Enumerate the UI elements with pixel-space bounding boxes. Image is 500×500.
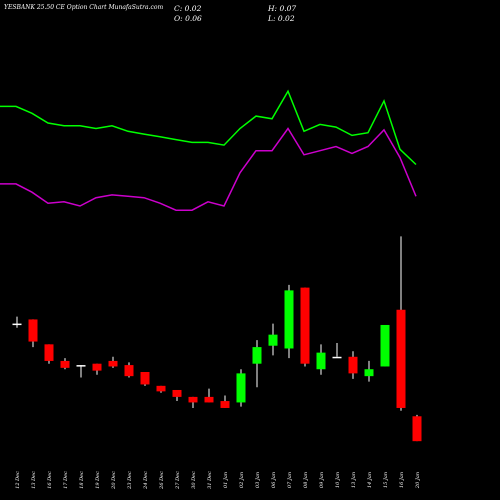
candle-body xyxy=(364,369,374,377)
candle-body xyxy=(252,347,262,364)
candle-body xyxy=(348,356,358,374)
candle-body xyxy=(396,309,406,408)
x-tick-label: 30 Dec xyxy=(191,471,197,489)
overlay-line-1 xyxy=(0,89,417,166)
x-tick-label: 19 Dec xyxy=(95,471,101,489)
candle-body xyxy=(236,373,246,403)
low-readout: L: 0.02 xyxy=(268,14,295,23)
close-value: 0.02 xyxy=(184,4,202,13)
candle-body xyxy=(12,323,22,326)
x-tick-label: 18 Dec xyxy=(79,471,85,489)
x-tick-label: 01 Jan xyxy=(223,472,229,488)
high-value: 0.07 xyxy=(279,4,297,13)
x-tick-label: 23 Dec xyxy=(127,471,133,490)
x-tick-label: 13 Jan xyxy=(351,472,357,488)
candle-body xyxy=(44,344,54,361)
x-tick-label: 06 Jan xyxy=(271,472,277,488)
candle-body xyxy=(268,334,278,346)
low-value: 0.02 xyxy=(277,14,295,23)
x-tick-label: 08 Jan xyxy=(303,472,309,488)
x-tick-label: 17 Dec xyxy=(63,471,69,489)
x-tick-label: 16 Jan xyxy=(399,472,405,488)
chart-title: YESBANK 25.50 CE Option Chart MunafaSutr… xyxy=(4,4,164,11)
open-value: 0.06 xyxy=(185,14,202,23)
candle-body xyxy=(300,287,310,364)
x-tick-label: 20 Jan xyxy=(415,472,421,489)
candle-body xyxy=(156,385,166,392)
high-readout: H: 0.07 xyxy=(268,4,297,13)
x-tick-label: 09 Jan xyxy=(319,472,325,488)
x-tick-label: 27 Dec xyxy=(175,471,181,490)
overlay-line-2 xyxy=(0,127,417,211)
candle-body xyxy=(28,319,38,342)
x-tick-label: 16 Dec xyxy=(47,471,53,489)
candle-body xyxy=(76,365,86,367)
x-tick-label: 13 Dec xyxy=(31,471,37,489)
candle-body xyxy=(332,356,342,359)
candle-body xyxy=(204,396,214,403)
candle-body xyxy=(412,416,422,442)
candle-body xyxy=(380,324,390,367)
close-readout: C: 0.02 xyxy=(174,4,202,13)
candle-body xyxy=(316,352,326,370)
x-tick-label: 20 Dec xyxy=(111,471,117,490)
candle-body xyxy=(284,290,294,349)
candle-body xyxy=(124,365,134,377)
candle-body xyxy=(92,363,102,371)
x-tick-label: 14 Jan xyxy=(367,472,373,488)
candle-body xyxy=(60,360,70,368)
x-tick-label: 26 Dec xyxy=(159,471,165,490)
candle-body xyxy=(108,360,118,367)
x-tick-label: 31 Dec xyxy=(207,471,213,489)
x-tick-label: 07 Jan xyxy=(287,472,293,488)
x-tick-label: 24 Dec xyxy=(143,471,149,490)
x-tick-label: 12 Dec xyxy=(15,471,21,489)
candle-body xyxy=(220,401,230,408)
x-tick-label: 10 Jan xyxy=(335,472,341,488)
open-readout: O: 0.06 xyxy=(174,14,202,23)
x-tick-label: 02 Jan xyxy=(239,472,245,488)
candle-body xyxy=(188,396,198,403)
x-tick-label: 03 Jan xyxy=(255,472,261,488)
candle-body xyxy=(172,389,182,397)
candle-body xyxy=(140,372,150,385)
x-tick-label: 15 Jan xyxy=(383,472,389,488)
